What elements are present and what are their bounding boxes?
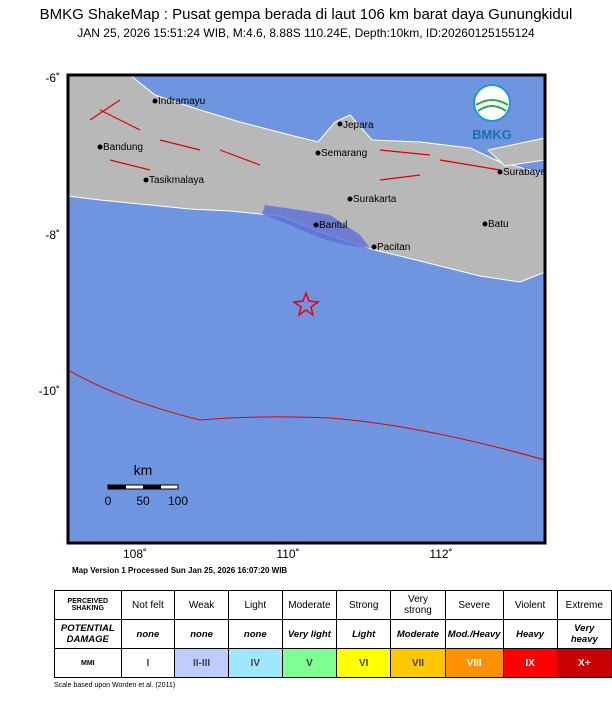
title: BMKG ShakeMap : Pusat gempa berada di la…	[39, 6, 573, 23]
frame	[66, 73, 547, 545]
table-row: PERCEIVED SHAKING Not felt Weak Light Modera…	[54, 590, 612, 620]
lat-label: -10˚	[39, 384, 60, 398]
cell: none	[174, 619, 229, 649]
city-labels: Indramayu Bandung Tasikmalaya Jepara Sem…	[97, 96, 546, 253]
city-dot	[152, 98, 158, 104]
cell: Very heavy	[556, 619, 612, 649]
cell: Strong	[336, 590, 392, 620]
cell: Heavy	[502, 619, 558, 649]
scale-label: 0	[105, 494, 112, 508]
cell: Very light	[281, 619, 338, 649]
scale-bar: km 0 50 100	[105, 462, 189, 508]
logo-icon	[473, 84, 511, 122]
subtitle: JAN 25, 2026 15:51:24 WIB, M:4.6, 8.88S …	[77, 26, 535, 40]
cell: Mod./Heavy	[444, 619, 504, 649]
table-row: MMI I II-III IV V VI VII VIII IX X+	[54, 648, 612, 678]
scale-label: 50	[136, 494, 150, 508]
city-dot	[315, 150, 321, 156]
scale-rect	[108, 485, 126, 489]
scale-unit: km	[134, 462, 153, 478]
cell: X+	[556, 648, 612, 678]
cell: Moderate	[390, 619, 446, 649]
cell: Extreme	[556, 590, 612, 620]
lon-label: 110˚	[276, 547, 299, 561]
table-row: POTENTIAL DAMAGE none none none Very light Li…	[54, 619, 612, 649]
cell: none	[120, 619, 176, 649]
city-dot	[371, 244, 377, 250]
cell: VII	[390, 648, 446, 678]
cell: Weak	[174, 590, 229, 620]
city: Jepara	[343, 120, 374, 131]
city: Bantul	[319, 220, 347, 231]
cell: Not felt	[120, 590, 176, 620]
scale-label: 100	[168, 494, 188, 508]
city: Tasikmalaya	[149, 175, 204, 186]
faults	[89, 99, 501, 181]
row-header: POTENTIAL DAMAGE	[54, 619, 122, 649]
cell: Light	[227, 590, 283, 620]
cell: VIII	[444, 648, 504, 678]
map: Indramayu Bandung Tasikmalaya Jepara Sem…	[39, 71, 547, 575]
logo: BMKG	[472, 84, 512, 142]
cell: V	[281, 648, 338, 678]
city: Semarang	[321, 148, 367, 159]
row-header: PERCEIVED SHAKING	[54, 590, 122, 620]
city-dot	[97, 144, 103, 150]
row-header: MMI	[54, 648, 122, 678]
scale-rect	[143, 485, 161, 489]
cell: Violent	[502, 590, 558, 620]
city-dot	[347, 196, 353, 202]
cell: Moderate	[281, 590, 338, 620]
note: Scale based upon Worden et al. (2011)	[54, 682, 176, 689]
city-dot	[497, 169, 503, 175]
cell: Light	[336, 619, 392, 649]
lat-label: -8˚	[45, 228, 60, 242]
cell: VI	[336, 648, 392, 678]
city-dot	[143, 177, 149, 183]
trench	[67, 369, 546, 461]
intensity-table: PERCEIVED SHAKING Not felt Weak Light Modera…	[54, 590, 612, 678]
lon-label: 108˚	[123, 547, 147, 561]
city-dot	[482, 221, 488, 227]
city: Bandung	[103, 142, 143, 153]
lon-label: 112˚	[429, 547, 452, 561]
epicenter	[291, 290, 321, 317]
cell: I	[120, 648, 176, 678]
footer: Map Version 1 Processed Sun Jan 25, 2026…	[72, 566, 287, 575]
city: Indramayu	[158, 96, 205, 107]
cell: IX	[502, 648, 558, 678]
city-dot	[313, 222, 319, 228]
city-dot	[337, 121, 343, 127]
cell: none	[227, 619, 283, 649]
lat-label: -6˚	[45, 71, 60, 85]
city: Surakarta	[353, 194, 397, 205]
logo-wave	[475, 99, 509, 112]
cell: Severe	[444, 590, 504, 620]
city: Batu	[488, 219, 509, 230]
cell: Very strong	[390, 590, 446, 620]
city: Surabaya	[503, 167, 546, 178]
city: Pacitan	[377, 242, 410, 253]
axis-labels: -6˚ -8˚ -10˚ 108˚ 110˚ 112˚	[39, 71, 453, 561]
cell: IV	[227, 648, 283, 678]
cell: II-III	[174, 648, 229, 678]
logo-text: BMKG	[472, 127, 512, 142]
